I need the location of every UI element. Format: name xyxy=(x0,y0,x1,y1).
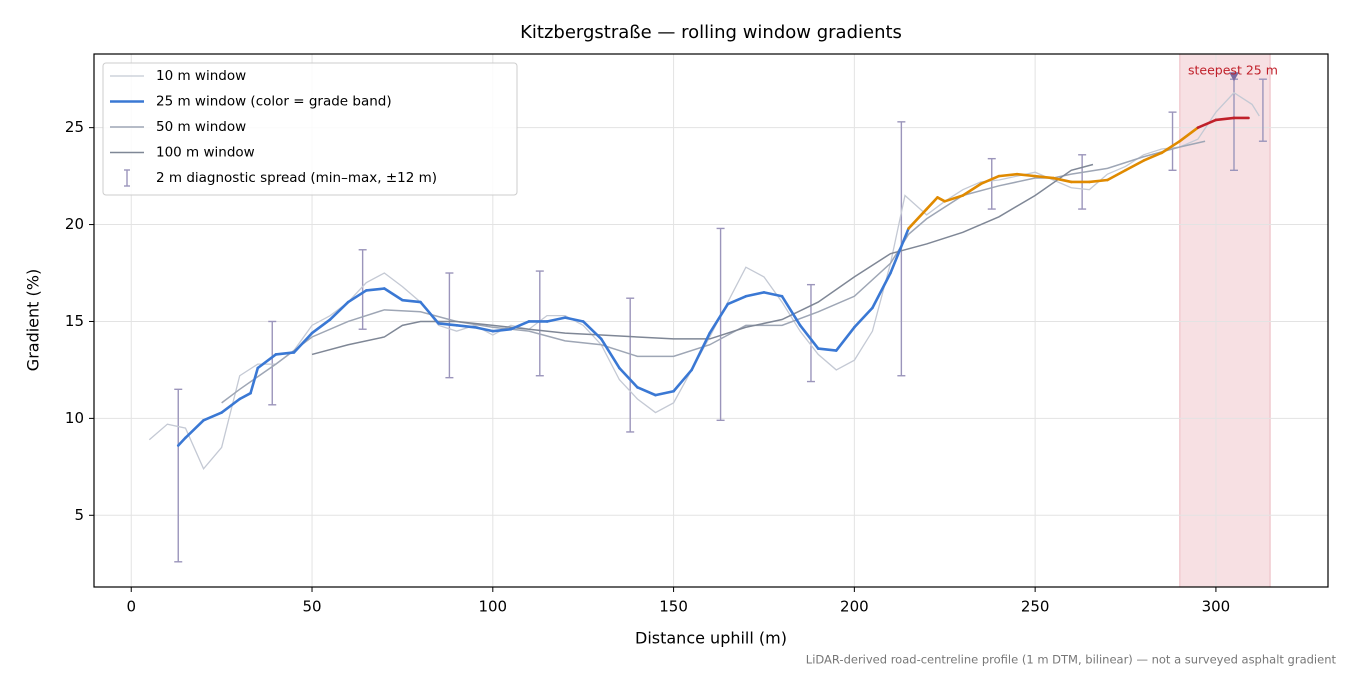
line-segment xyxy=(563,316,585,323)
line-segment xyxy=(889,227,910,275)
line-segment xyxy=(328,300,350,321)
line-segment xyxy=(636,386,657,397)
line-segment xyxy=(419,300,440,325)
line-series xyxy=(311,163,1094,356)
line-segment xyxy=(762,291,784,298)
line-segment xyxy=(310,318,332,335)
line-segment xyxy=(618,366,639,389)
line-segment xyxy=(509,320,531,331)
line-segment xyxy=(346,289,368,304)
line-segment xyxy=(690,331,712,372)
x-tick-label: 50 xyxy=(302,598,321,616)
line-segment xyxy=(979,174,1001,186)
legend-swatch xyxy=(124,169,130,187)
line-segment xyxy=(202,411,223,422)
line-segment xyxy=(708,302,730,335)
y-tick-label: 20 xyxy=(65,215,84,233)
line-segment xyxy=(1088,178,1109,184)
line-segment xyxy=(274,351,296,356)
line-segment xyxy=(1124,159,1145,172)
line-segment xyxy=(1196,118,1218,129)
legend-label: 25 m window (color = grade band) xyxy=(156,94,392,110)
line-series xyxy=(148,91,1260,470)
line-segment xyxy=(383,287,404,302)
line-segment xyxy=(1051,176,1073,184)
line-segment xyxy=(455,324,477,329)
legend-box xyxy=(102,62,518,196)
line-segment xyxy=(943,194,965,203)
line-segment xyxy=(871,271,892,310)
line-segment xyxy=(936,196,947,203)
line-segment xyxy=(1160,139,1182,155)
y-tick-label: 5 xyxy=(74,506,84,524)
line-segment xyxy=(744,291,766,298)
line-segment xyxy=(176,436,187,447)
error-bar xyxy=(358,249,367,330)
span-label: steepest 25 m xyxy=(1188,63,1278,78)
x-tick-label: 100 xyxy=(478,598,507,616)
y-axis-label: Gradient (%) xyxy=(24,269,43,371)
y-tick-label: 25 xyxy=(65,118,84,136)
y-tick-label: 15 xyxy=(65,312,84,330)
line-segment xyxy=(853,306,874,329)
legend-label: 2 m diagnostic spread (min–max, ±12 m) xyxy=(156,170,437,186)
line-segment xyxy=(1142,151,1163,162)
x-tick-label: 200 xyxy=(840,598,869,616)
line-segment xyxy=(599,337,621,370)
line-segment xyxy=(249,366,260,395)
line-segment xyxy=(1214,116,1236,122)
error-bar xyxy=(626,297,635,433)
line-segment xyxy=(1033,174,1055,180)
x-axis-label: Distance uphill (m) xyxy=(635,629,787,648)
x-tick-label: 250 xyxy=(1021,598,1050,616)
line-segment xyxy=(961,182,983,197)
line-segment xyxy=(437,322,458,327)
error-bar xyxy=(1168,111,1177,171)
line-segment xyxy=(1015,172,1037,178)
line-segment xyxy=(834,325,856,352)
line-segment xyxy=(491,327,513,333)
line-segment xyxy=(473,325,495,333)
legend-label: 10 m window xyxy=(156,68,246,84)
error-bar xyxy=(987,157,996,210)
x-tick-label: 150 xyxy=(659,598,688,616)
line-segment xyxy=(907,207,928,230)
line-segment xyxy=(545,316,567,323)
line-segment xyxy=(184,419,205,440)
line-segment xyxy=(816,347,838,352)
x-tick-label: 0 xyxy=(126,598,136,616)
highlight-span xyxy=(1179,53,1271,588)
line-segment xyxy=(256,353,278,370)
line-segment xyxy=(798,324,820,350)
line-segment xyxy=(997,172,1019,178)
line-segment xyxy=(672,368,693,393)
chart-title: Kitzbergstraße — rolling window gradient… xyxy=(520,22,902,43)
error-bar xyxy=(535,270,544,377)
x-tick-label: 300 xyxy=(1202,598,1231,616)
line-segment xyxy=(581,320,603,341)
line-segment xyxy=(238,391,252,401)
legend-label: 100 m window xyxy=(156,145,255,161)
line-segment xyxy=(726,294,748,306)
error-bar xyxy=(1258,78,1267,142)
steepest-marker xyxy=(1228,72,1239,82)
line-segment xyxy=(1178,126,1200,143)
plot-frame xyxy=(93,53,1329,588)
error-bar xyxy=(174,388,183,563)
error-bar xyxy=(806,283,815,383)
line-segment xyxy=(292,331,314,354)
line-segment xyxy=(1106,168,1127,182)
line-segment xyxy=(401,298,422,304)
y-tick-label: 10 xyxy=(65,409,84,427)
line-segment xyxy=(364,287,386,292)
line-segment xyxy=(925,196,939,211)
error-bar xyxy=(716,227,725,422)
footnote: LiDAR-derived road-centreline profile (1… xyxy=(806,653,1337,667)
line-segment xyxy=(780,294,802,327)
legend-label: 50 m window xyxy=(156,119,246,135)
line-segment xyxy=(654,389,675,397)
error-bar xyxy=(268,320,277,406)
line-segment xyxy=(220,397,242,414)
